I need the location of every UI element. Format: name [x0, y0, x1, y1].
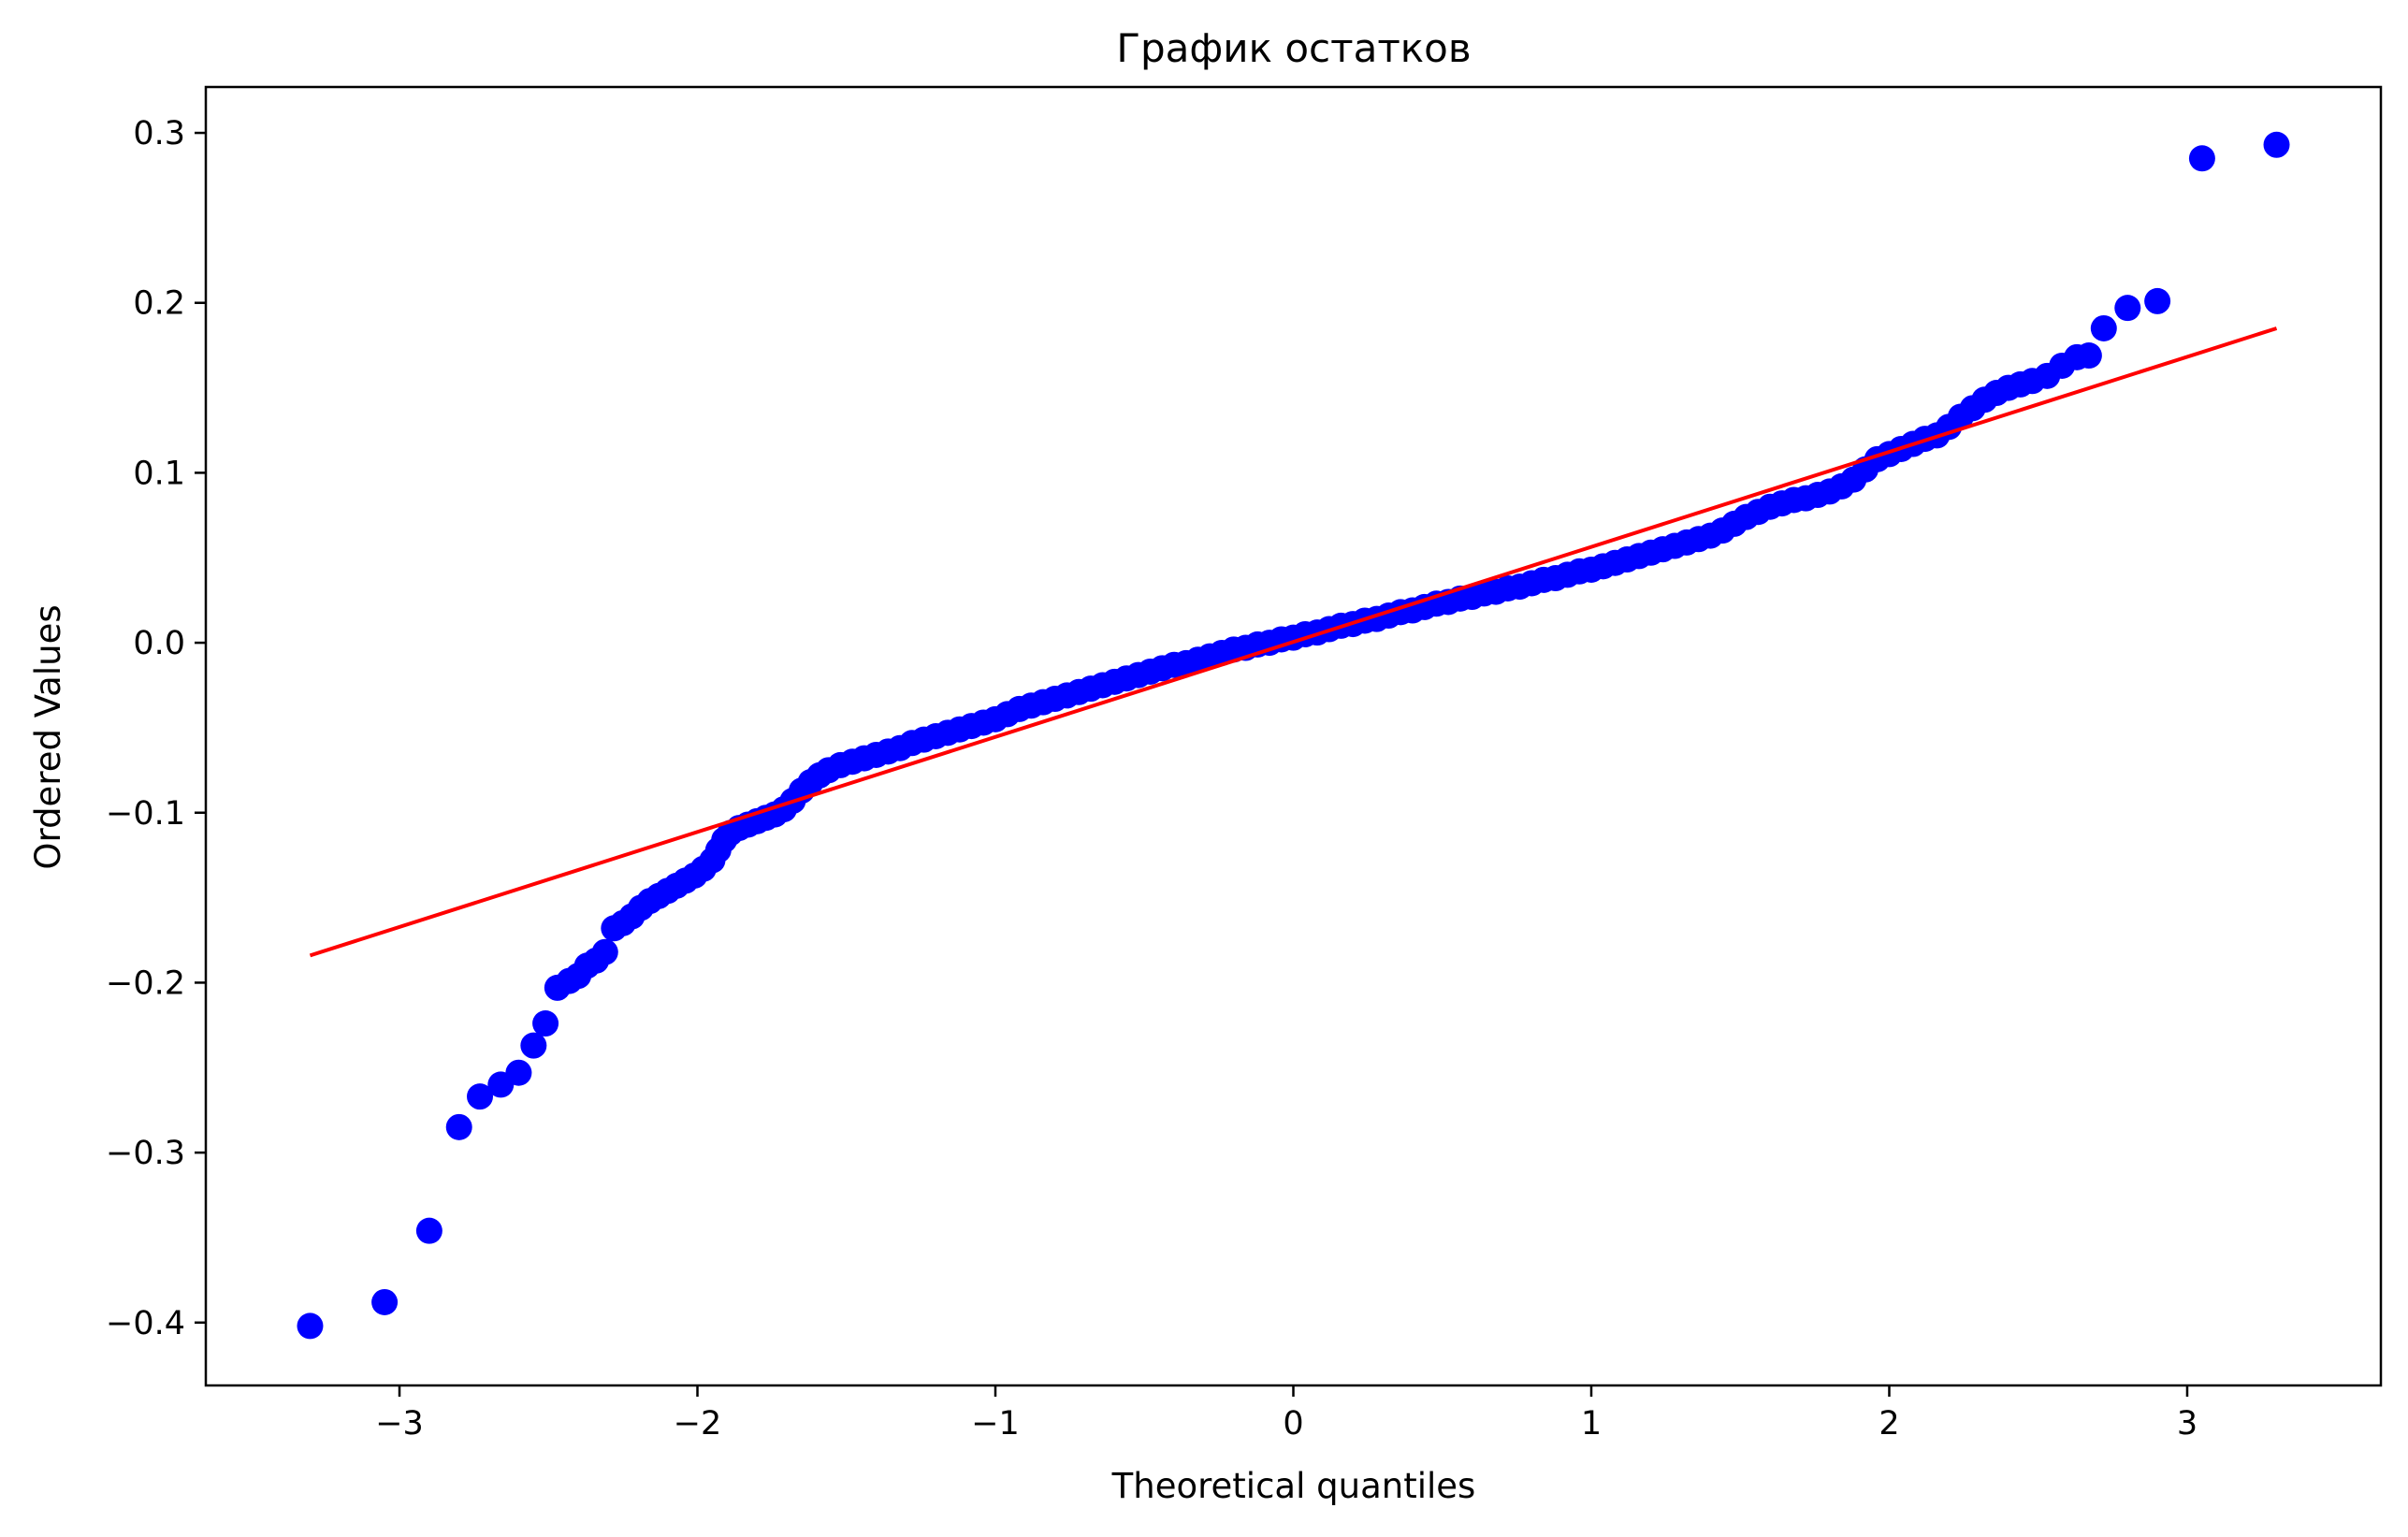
data-point — [2075, 342, 2102, 370]
data-point — [2144, 287, 2171, 314]
data-point — [2090, 314, 2117, 341]
data-point — [415, 1217, 442, 1244]
x-tick-label: 2 — [1879, 1405, 1899, 1443]
x-tick-label: 3 — [2177, 1405, 2198, 1443]
data-point — [532, 1010, 559, 1037]
y-axis-label: Ordered Values — [28, 604, 68, 869]
data-point — [505, 1059, 532, 1086]
y-tick-label: 0.2 — [133, 285, 185, 323]
axes: −3 −2 −1 0 1 2 3 −0.4 −0.3 −0.2 −0.1 0.0 0.1 0.2 0.3 — [106, 85, 2383, 1443]
data-point — [445, 1113, 472, 1140]
y-tick-label: 0.0 — [133, 625, 185, 662]
y-tick-label: 0.3 — [133, 115, 185, 152]
x-axis-label: Theoretical quantiles — [1111, 1466, 1476, 1506]
x-tick-label: 1 — [1581, 1405, 1602, 1443]
y-tick-label: −0.3 — [106, 1135, 185, 1172]
data-point — [520, 1032, 547, 1059]
y-tick-label: −0.1 — [106, 795, 185, 833]
data-point — [2263, 131, 2290, 158]
plot-marks — [297, 131, 2290, 1340]
y-tick-label: 0.1 — [133, 455, 185, 492]
data-point — [371, 1288, 399, 1315]
data-point — [2114, 295, 2141, 322]
x-tick-label: −3 — [375, 1405, 424, 1443]
y-tick-label: −0.4 — [106, 1305, 185, 1342]
y-tick-label: −0.2 — [106, 964, 185, 1002]
data-point — [2188, 145, 2215, 172]
data-point — [467, 1083, 494, 1110]
x-tick-label: −1 — [971, 1405, 1020, 1443]
chart-title: График остатков — [1116, 25, 1471, 71]
fit-line — [309, 326, 2278, 958]
x-tick-label: 0 — [1283, 1405, 1303, 1443]
data-point — [297, 1312, 324, 1340]
data-point — [591, 938, 618, 965]
x-tick-label: −2 — [674, 1405, 722, 1443]
